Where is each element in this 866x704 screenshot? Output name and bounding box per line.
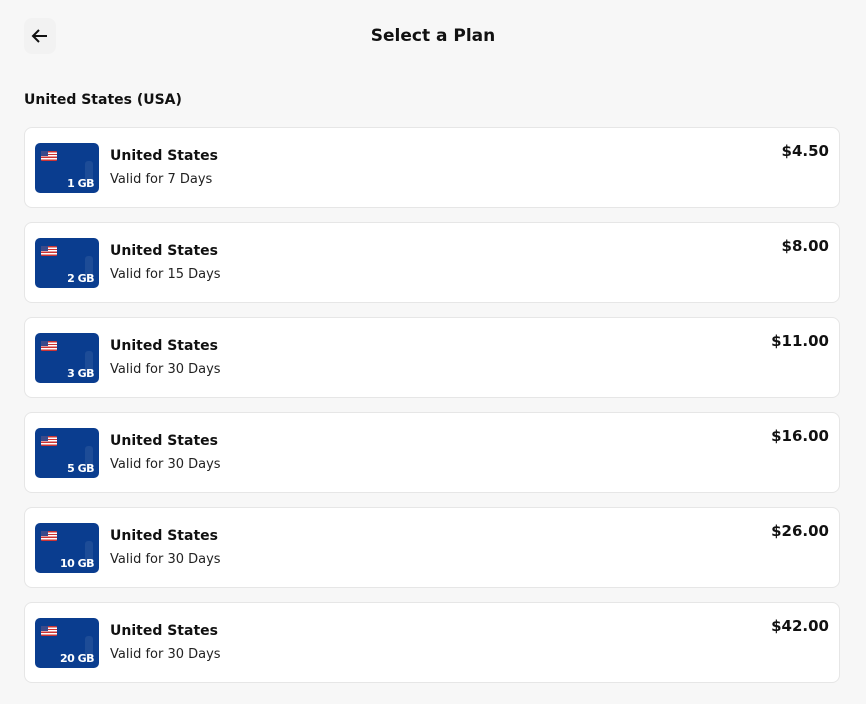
- plan-name: United States: [110, 623, 218, 639]
- plan-price: $16.00: [771, 427, 829, 445]
- plan-validity: Valid for 30 Days: [110, 457, 221, 472]
- plan-price: $4.50: [781, 142, 829, 160]
- back-button[interactable]: [24, 18, 56, 54]
- plan-name: United States: [110, 528, 218, 544]
- plan-card[interactable]: 10 GB United States Valid for 30 Days $2…: [24, 507, 840, 588]
- us-flag-icon: [41, 531, 57, 541]
- statue-of-liberty-icon: [85, 351, 93, 373]
- plan-price: $26.00: [771, 522, 829, 540]
- plan-name: United States: [110, 433, 218, 449]
- statue-of-liberty-icon: [85, 446, 93, 468]
- arrow-left-icon: [31, 29, 47, 43]
- plan-card[interactable]: 2 GB United States Valid for 15 Days $8.…: [24, 222, 840, 303]
- plan-name: United States: [110, 148, 218, 164]
- plan-validity: Valid for 7 Days: [110, 172, 213, 187]
- plan-card[interactable]: 20 GB United States Valid for 30 Days $4…: [24, 602, 840, 683]
- sim-card-icon: 5 GB: [35, 428, 99, 478]
- plan-validity: Valid for 30 Days: [110, 362, 221, 377]
- plan-card[interactable]: 5 GB United States Valid for 30 Days $16…: [24, 412, 840, 493]
- plan-list: 1 GB United States Valid for 7 Days $4.5…: [24, 127, 840, 697]
- sim-card-icon: 1 GB: [35, 143, 99, 193]
- plan-price: $8.00: [781, 237, 829, 255]
- statue-of-liberty-icon: [85, 256, 93, 278]
- statue-of-liberty-icon: [85, 636, 93, 658]
- sim-card-icon: 20 GB: [35, 618, 99, 668]
- plan-name: United States: [110, 338, 218, 354]
- sim-card-icon: 3 GB: [35, 333, 99, 383]
- plan-data-amount: 1 GB: [67, 177, 94, 190]
- page-title: Select a Plan: [370, 26, 496, 46]
- plan-data-amount: 10 GB: [59, 557, 95, 570]
- plan-validity: Valid for 30 Days: [110, 647, 221, 662]
- section-title: United States (USA): [24, 92, 182, 108]
- plan-data-amount: 20 GB: [59, 652, 95, 665]
- statue-of-liberty-icon: [85, 161, 93, 183]
- us-flag-icon: [41, 436, 57, 446]
- plan-price: $11.00: [771, 332, 829, 350]
- us-flag-icon: [41, 151, 57, 161]
- plan-validity: Valid for 30 Days: [110, 552, 221, 567]
- plan-card[interactable]: 1 GB United States Valid for 7 Days $4.5…: [24, 127, 840, 208]
- plan-data-amount: 5 GB: [67, 462, 94, 475]
- us-flag-icon: [41, 341, 57, 351]
- statue-of-liberty-icon: [85, 541, 93, 563]
- plan-name: United States: [110, 243, 218, 259]
- sim-card-icon: 2 GB: [35, 238, 99, 288]
- plan-price: $42.00: [771, 617, 829, 635]
- plan-card[interactable]: 3 GB United States Valid for 30 Days $11…: [24, 317, 840, 398]
- sim-card-icon: 10 GB: [35, 523, 99, 573]
- us-flag-icon: [41, 626, 57, 636]
- us-flag-icon: [41, 246, 57, 256]
- plan-validity: Valid for 15 Days: [110, 267, 221, 282]
- plan-data-amount: 2 GB: [67, 272, 94, 285]
- plan-data-amount: 3 GB: [67, 367, 94, 380]
